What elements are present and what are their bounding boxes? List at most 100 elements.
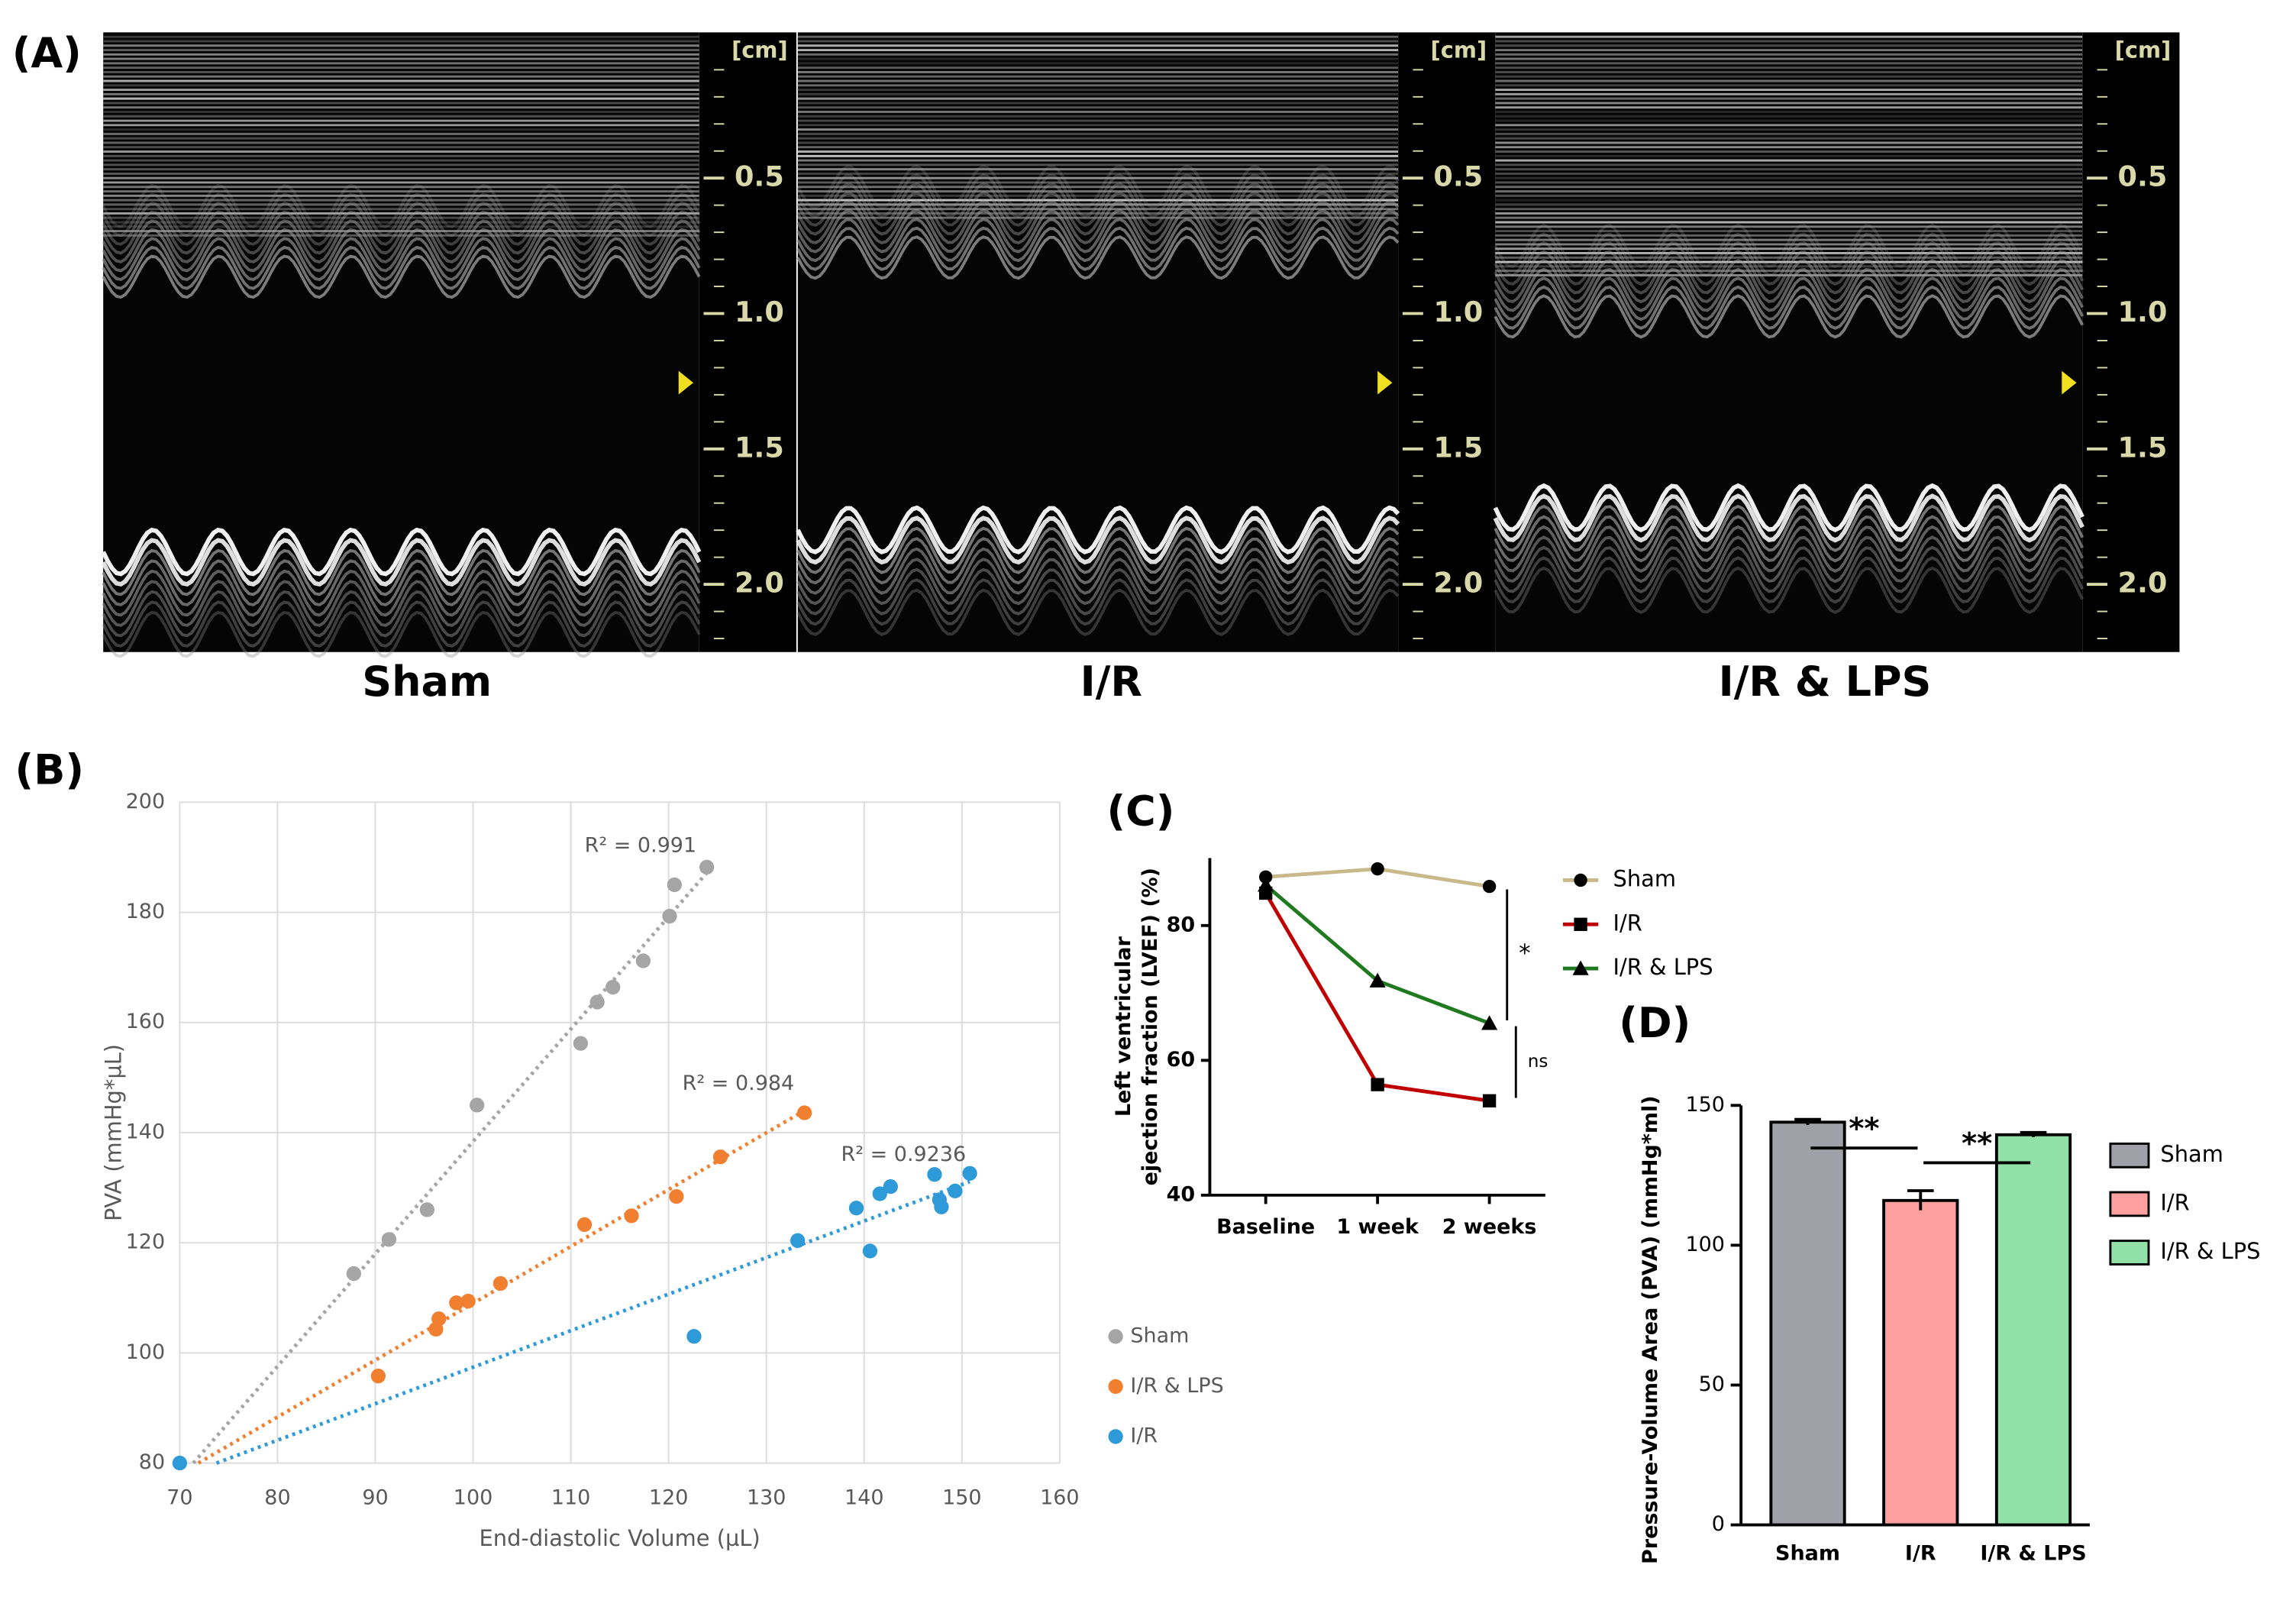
point	[862, 1243, 878, 1259]
echo-trace	[102, 548, 701, 596]
echo-trace	[796, 588, 1400, 636]
echo-trace	[796, 209, 1400, 254]
point	[790, 1233, 806, 1248]
point	[172, 1455, 188, 1471]
x-tick-label: I/R & LPS	[1980, 1542, 2086, 1566]
x-tick-label: 90	[362, 1485, 388, 1509]
echo-trace	[1493, 483, 2084, 532]
point	[381, 1232, 397, 1247]
echo-trace	[796, 516, 1400, 565]
echo-trace	[102, 590, 701, 638]
y-tick-label: 140	[126, 1120, 165, 1143]
point	[927, 1167, 942, 1182]
x-tick-label: 150	[942, 1485, 981, 1509]
scale-label: 0.5	[735, 160, 784, 193]
scale-label: 1.0	[2118, 296, 2168, 328]
x-tick-label: 1 week	[1336, 1215, 1419, 1239]
echo-trace	[102, 202, 701, 246]
echo-trace	[102, 219, 701, 263]
significance-label: ns	[1528, 1052, 1548, 1072]
point	[605, 979, 621, 995]
echo-trace	[796, 191, 1400, 236]
echo-trace	[102, 183, 701, 228]
y-tick-label: 80	[1167, 913, 1196, 936]
echo-trace	[1494, 556, 2084, 604]
point	[589, 994, 605, 1010]
significance-label: *	[1519, 940, 1530, 968]
trendline	[192, 871, 709, 1465]
point	[419, 1202, 435, 1217]
point	[872, 1186, 887, 1201]
y-axis-label: ejection fraction (LVEF) (%)	[1138, 868, 1162, 1185]
point	[948, 1183, 963, 1199]
scale-label: 2.0	[2118, 567, 2168, 600]
echo-scale-bg	[699, 32, 796, 652]
legend-marker	[1108, 1379, 1123, 1395]
x-tick-label: 120	[649, 1485, 688, 1509]
point	[848, 1201, 864, 1216]
echo-scale-bg	[1398, 32, 1496, 652]
x-tick-label: 80	[264, 1485, 290, 1509]
y-tick-label: 160	[126, 1010, 165, 1033]
scale-label: 1.5	[2118, 431, 2168, 464]
y-axis-label: Left ventricular	[1112, 936, 1135, 1117]
echo-trace	[102, 569, 701, 617]
legend-marker	[1574, 917, 1587, 931]
echo-trace	[1494, 545, 2084, 593]
point	[460, 1293, 476, 1309]
bar	[1994, 1133, 2072, 1527]
echo-trace	[796, 578, 1400, 626]
point	[669, 1188, 684, 1204]
y-tick-label: 180	[126, 900, 165, 923]
point	[1371, 1078, 1384, 1091]
error-bar	[1907, 1189, 1934, 1211]
y-tick-label: 0	[1712, 1512, 1725, 1536]
image-label: Sham	[362, 658, 492, 706]
r2-annotation: R² = 0.991	[585, 834, 697, 858]
echo-trace	[796, 547, 1400, 595]
echo-trace	[796, 567, 1400, 616]
point	[962, 1165, 977, 1181]
scale-label: 0.5	[2118, 160, 2168, 193]
echo-trace	[796, 526, 1400, 574]
y-tick-label: 60	[1167, 1048, 1196, 1072]
significance-label: **	[1849, 1112, 1879, 1146]
y-axis-label: PVA (mmHg*µL)	[101, 1044, 127, 1221]
legend-label: I/R & LPS	[1613, 954, 1713, 980]
echo-trace	[1494, 285, 2084, 330]
echo-trace	[102, 237, 701, 282]
point	[573, 1036, 589, 1051]
echo-trace	[796, 505, 1400, 554]
echo-trace	[1494, 232, 2084, 277]
point	[667, 877, 682, 893]
point	[635, 953, 651, 968]
point	[346, 1266, 361, 1282]
echo-trace	[796, 226, 1400, 271]
probe-marker	[1377, 370, 1393, 395]
point	[686, 1329, 702, 1344]
y-axis-label: Pressure-Volume Area (PVA) (mmHg*ml)	[1639, 1095, 1662, 1564]
echo-trace	[1493, 493, 2084, 543]
significance-label: **	[1962, 1127, 1992, 1161]
point	[883, 1179, 898, 1195]
echo-trace	[102, 192, 701, 238]
error-bar	[1794, 1117, 1821, 1125]
echo-trace	[1494, 294, 2084, 339]
legend-swatch	[2109, 1191, 2150, 1217]
error-bar	[2020, 1130, 2047, 1137]
point	[712, 1149, 728, 1165]
panel-label: (A)	[12, 29, 82, 77]
point	[1482, 1094, 1497, 1107]
x-tick-label: I/R	[1905, 1542, 1936, 1566]
echo-trace	[796, 558, 1400, 606]
scale-unit: [cm]	[1431, 37, 1487, 63]
point	[662, 908, 677, 924]
echo-trace	[1494, 566, 2084, 614]
x-tick-label: Sham	[1775, 1542, 1840, 1566]
point	[492, 1275, 509, 1292]
scale-unit: [cm]	[2115, 37, 2172, 63]
echo-trace	[796, 537, 1400, 585]
scale-label: 0.5	[1433, 160, 1483, 193]
legend-marker	[1108, 1429, 1123, 1444]
x-tick-label: 2 weeks	[1442, 1215, 1537, 1239]
